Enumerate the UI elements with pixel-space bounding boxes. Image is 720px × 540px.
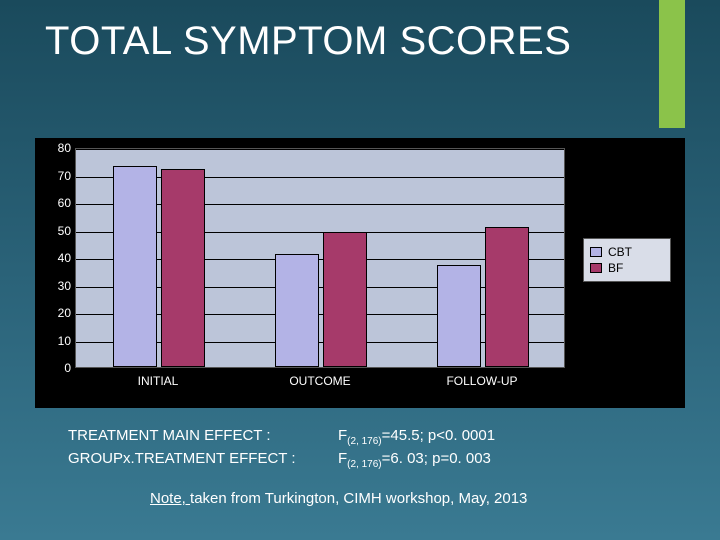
stat-line-2: GROUPx.TREATMENT EFFECT : F(2, 176)=6. 0… <box>68 449 495 472</box>
chart-area: CBT BF 0 10 20 30 40 50 60 70 80 INITIAL OUTCOME FOL… <box>35 138 685 408</box>
page-title: TOTAL SYMPTOM SCORES <box>45 18 571 64</box>
y-tick-label: 60 <box>37 196 71 210</box>
x-tick-label: FOLLOW-UP <box>446 374 517 388</box>
gridline <box>76 149 564 150</box>
y-tick-label: 0 <box>37 361 71 375</box>
x-tick-label: OUTCOME <box>289 374 350 388</box>
stat1-value: F(2, 176)=45.5; p<0. 0001 <box>338 426 495 449</box>
bar-bf-follow-up <box>485 227 529 367</box>
legend-item-cbt: CBT <box>590 245 664 259</box>
accent-bar <box>659 0 685 128</box>
legend: CBT BF <box>583 238 671 282</box>
bar-bf-initial <box>161 169 205 367</box>
legend-label: BF <box>608 261 623 275</box>
bar-bf-outcome <box>323 232 367 367</box>
stat2-value: F(2, 176)=6. 03; p=0. 003 <box>338 449 491 472</box>
legend-label: CBT <box>608 245 632 259</box>
legend-swatch <box>590 247 602 257</box>
stat1-label: TREATMENT MAIN EFFECT : <box>68 426 338 449</box>
y-tick-label: 80 <box>37 141 71 155</box>
y-tick-label: 20 <box>37 306 71 320</box>
bar-cbt-initial <box>113 166 157 367</box>
legend-swatch <box>590 263 602 273</box>
y-tick-label: 50 <box>37 224 71 238</box>
y-tick-label: 10 <box>37 334 71 348</box>
source-note: Note, taken from Turkington, CIMH worksh… <box>150 490 527 507</box>
y-tick-label: 30 <box>37 279 71 293</box>
legend-item-bf: BF <box>590 261 664 275</box>
bar-cbt-outcome <box>275 254 319 367</box>
stats-block: TREATMENT MAIN EFFECT : F(2, 176)=45.5; … <box>68 426 495 471</box>
bar-cbt-follow-up <box>437 265 481 367</box>
stat2-label: GROUPx.TREATMENT EFFECT : <box>68 449 338 472</box>
plot-area <box>75 148 565 368</box>
stat-line-1: TREATMENT MAIN EFFECT : F(2, 176)=45.5; … <box>68 426 495 449</box>
x-tick-label: INITIAL <box>138 374 179 388</box>
y-tick-label: 70 <box>37 169 71 183</box>
y-tick-label: 40 <box>37 251 71 265</box>
